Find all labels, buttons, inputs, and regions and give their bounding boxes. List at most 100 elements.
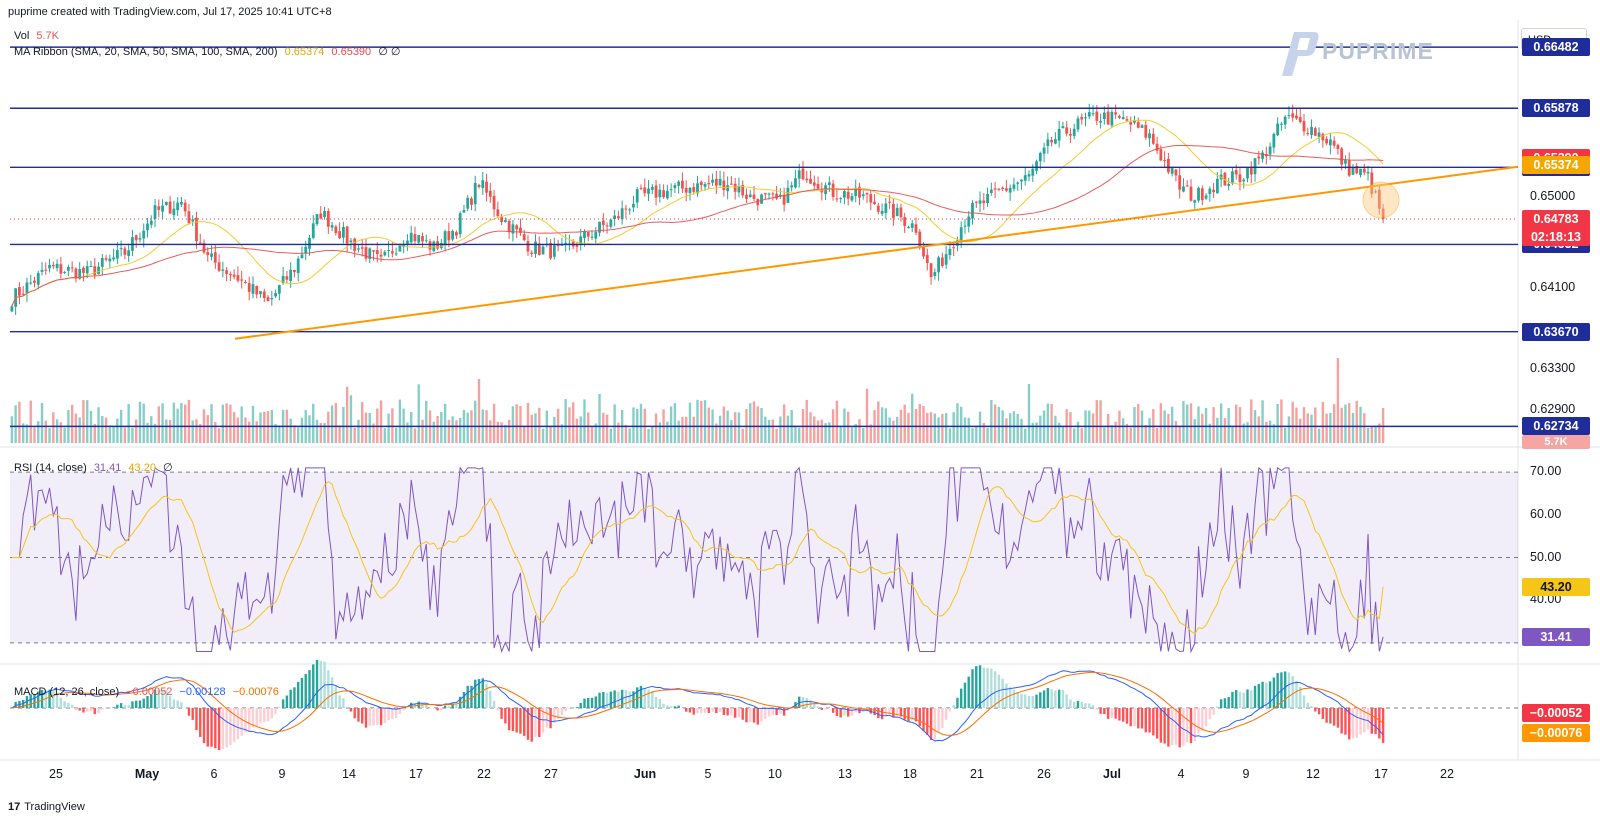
volume-bar: [722, 406, 726, 443]
macd-hist-bar: [1091, 705, 1095, 708]
candle-body: [583, 231, 586, 239]
candle-body: [662, 190, 665, 198]
macd-hist-bar: [703, 708, 707, 713]
volume-bar: [605, 414, 609, 443]
candle-body: [741, 185, 745, 196]
macd-hist-bar: [801, 696, 805, 708]
volume-bar: [394, 427, 398, 443]
macd-hist-bar: [587, 697, 590, 708]
volume-bar: [1054, 415, 1057, 443]
volume-bar: [858, 419, 861, 443]
candle-body: [48, 264, 51, 269]
volume-bar: [172, 402, 176, 443]
macd-hist-bar: [1069, 699, 1072, 708]
candle-body: [1249, 166, 1253, 175]
candle-body: [66, 267, 70, 271]
candle-body: [439, 242, 443, 249]
volume-bar: [451, 416, 454, 443]
candle-body: [1189, 186, 1193, 201]
candle-body: [387, 249, 390, 251]
candle-body: [654, 185, 658, 198]
candle-body: [1038, 152, 1042, 162]
volume-bar: [70, 404, 74, 443]
macd-hist-bar: [997, 674, 1001, 708]
volume-bar: [538, 407, 541, 443]
puprime-logo-icon: [1282, 32, 1319, 76]
macd-hist-bar: [496, 708, 500, 711]
candle-body: [1261, 152, 1264, 159]
macd-hist-bar: [319, 661, 322, 708]
candle-body: [560, 244, 564, 246]
volume-bar: [315, 419, 319, 443]
volume-bar: [1095, 400, 1099, 443]
macd-hist-bar: [941, 708, 944, 728]
tradingview-brand: TradingView: [24, 801, 85, 813]
candle-body: [1174, 169, 1178, 176]
macd-hist-bar: [918, 708, 921, 727]
macd-hist-bar: [707, 708, 711, 714]
volume-bar: [10, 416, 14, 443]
candle-body: [236, 275, 240, 281]
candle-body: [993, 188, 997, 190]
macd-hist-bar: [229, 708, 232, 745]
macd-hist-bar: [361, 708, 364, 724]
volume-bar: [349, 395, 353, 443]
candle-body: [745, 194, 748, 199]
volume-bar: [1110, 425, 1114, 443]
macd-hist-bar: [93, 708, 96, 715]
candle-body: [1344, 160, 1347, 164]
candle-body: [1080, 116, 1084, 120]
macd-hist-bar: [828, 708, 831, 709]
macd-hist-bar: [1061, 689, 1065, 708]
volume-bar: [293, 425, 296, 443]
macd-hist-bar: [489, 690, 492, 708]
volume-bar: [1366, 427, 1370, 443]
candle-body: [1366, 171, 1370, 174]
volume-bar: [142, 403, 145, 443]
macd-hist-bar: [1001, 678, 1004, 708]
macd-hist-bar: [146, 695, 149, 708]
candle-body: [210, 253, 213, 257]
candle-body: [632, 203, 635, 208]
volume-bar: [229, 404, 232, 443]
candle-body: [1351, 167, 1355, 175]
volume-bar: [647, 428, 650, 443]
candle-body: [500, 216, 504, 223]
macd-hist-bar: [462, 691, 466, 708]
candle-body: [647, 188, 650, 194]
volume-bar: [417, 384, 420, 443]
macd-hist-bar: [756, 708, 759, 725]
macd-hist-bar: [398, 708, 402, 714]
candle-body: [108, 258, 112, 262]
candle-body: [1121, 117, 1125, 120]
macd-hist-bar: [402, 708, 405, 711]
volume-bar: [345, 386, 349, 443]
macd-hist-bar: [199, 708, 202, 737]
macd-hist-bar: [1121, 708, 1125, 722]
candle-body: [1242, 179, 1246, 182]
volume-bar: [1272, 424, 1276, 443]
volume-bar: [308, 415, 311, 443]
macd-hist-bar: [903, 708, 906, 720]
volume-bar: [794, 425, 797, 443]
candle-body: [198, 242, 202, 245]
candle-body: [1212, 189, 1215, 193]
volume-bar: [187, 399, 191, 443]
candle-body: [914, 224, 918, 233]
macd-hist-bar: [926, 708, 929, 735]
macd-hist-bar: [1355, 708, 1358, 738]
macd-hist-bar: [1174, 708, 1178, 745]
macd-hist-bar: [172, 699, 176, 708]
macd-hist-bar: [168, 695, 172, 708]
candle-body: [202, 242, 206, 253]
candle-body: [274, 293, 277, 297]
volume-bar: [127, 403, 130, 443]
macd-hist-bar: [161, 689, 164, 708]
candle-body: [1099, 121, 1102, 123]
macd-hist-bar: [1287, 672, 1291, 708]
candle-body: [168, 201, 172, 214]
volume-bar: [1329, 412, 1332, 443]
candle-body: [1166, 158, 1170, 173]
macd-hist-bar: [813, 703, 816, 708]
